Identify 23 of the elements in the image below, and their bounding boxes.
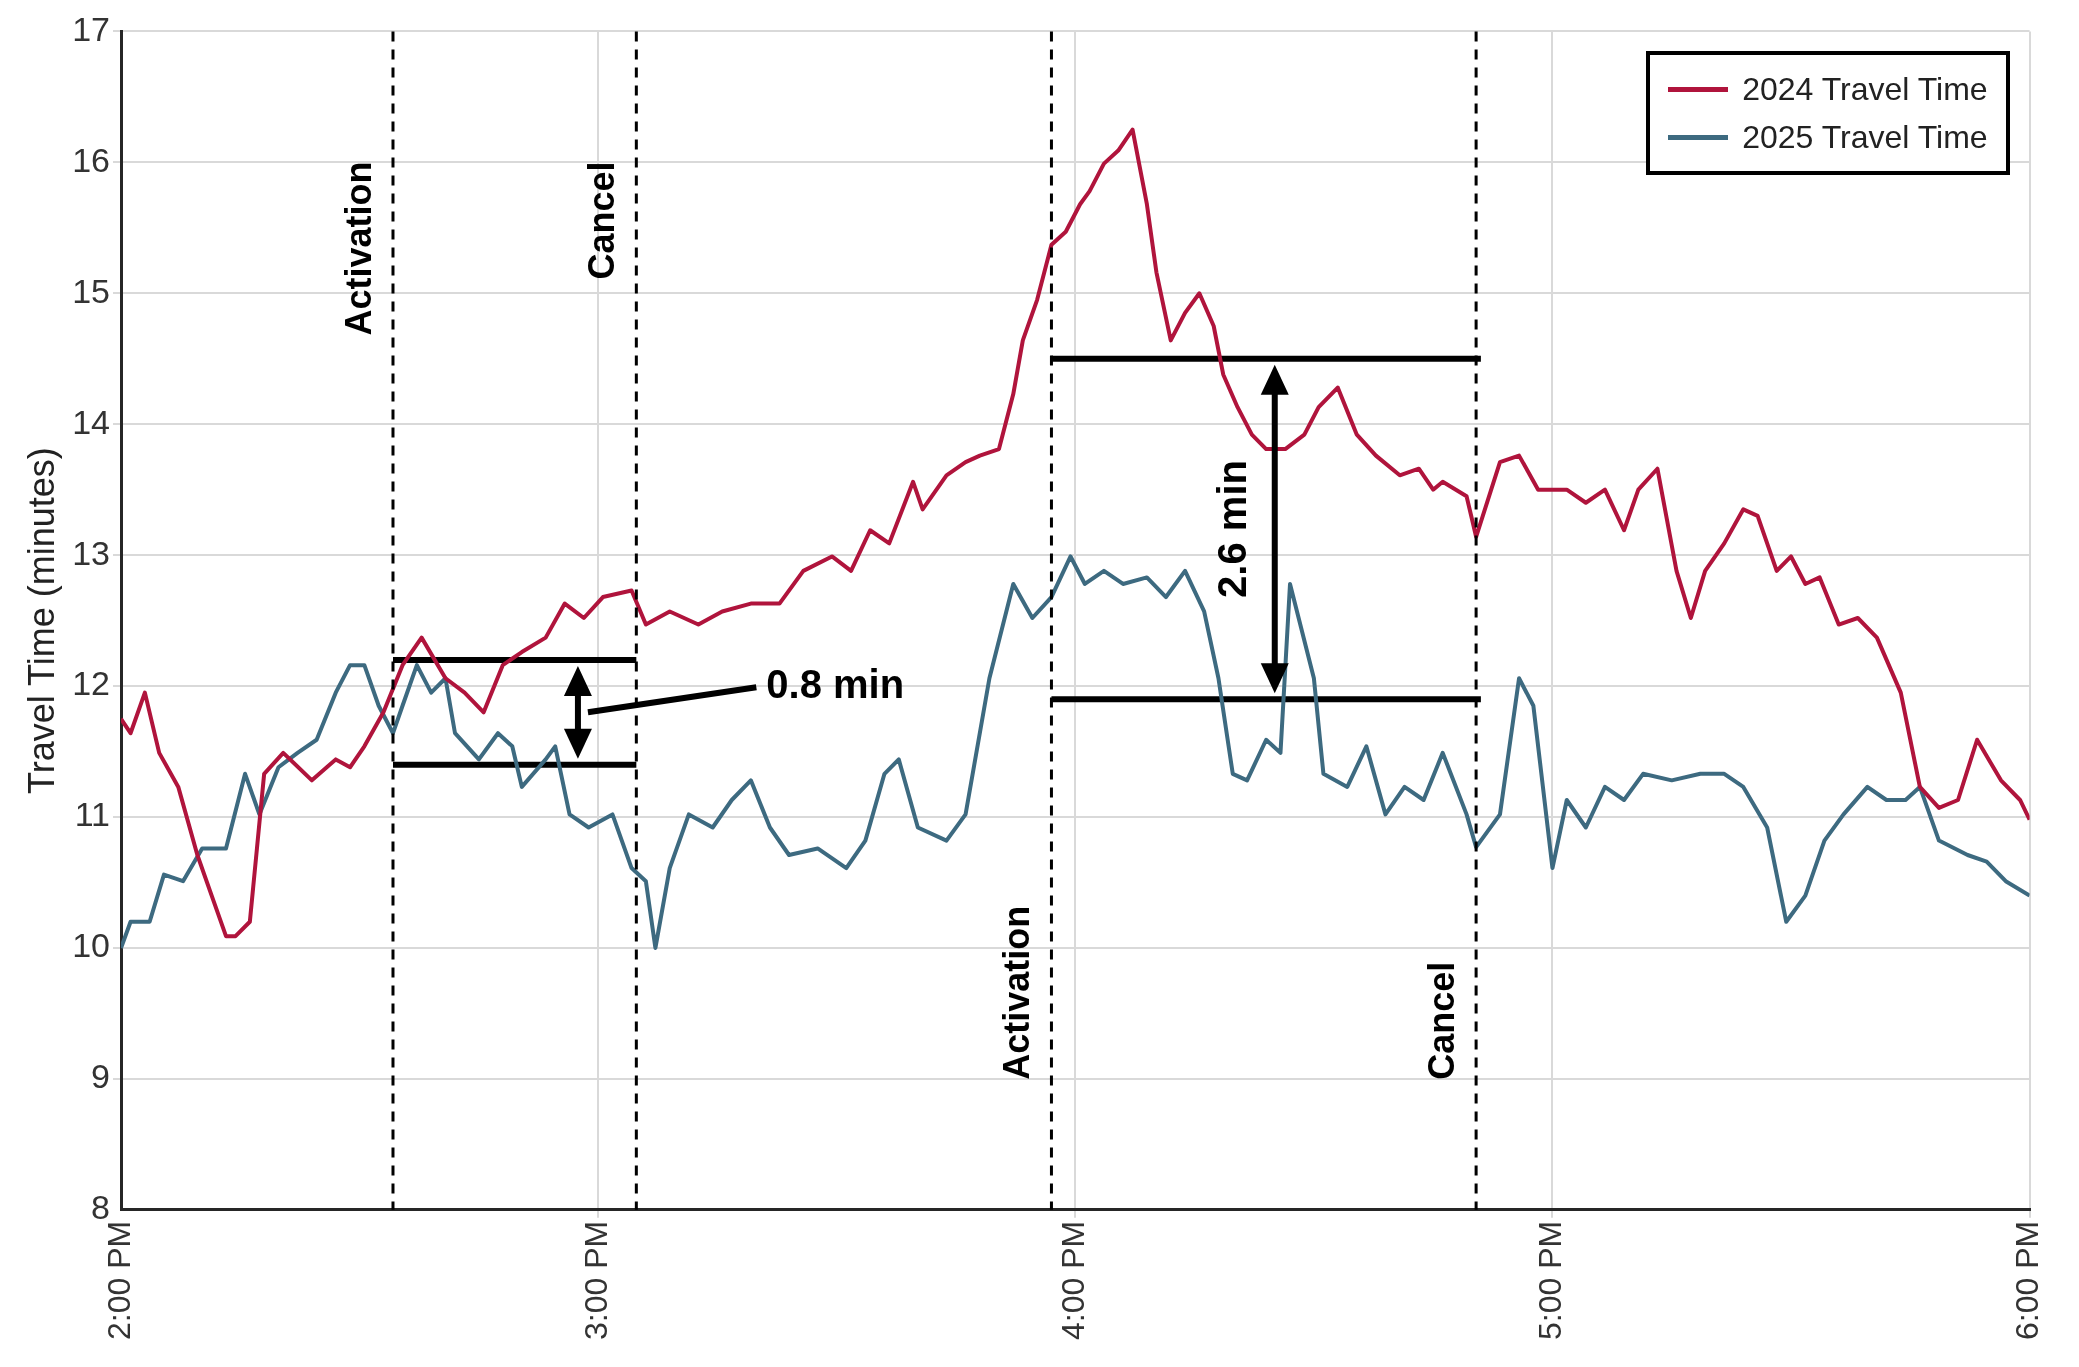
y-tick-label: 9 — [91, 1057, 111, 1096]
y-tick-label: 10 — [72, 926, 111, 965]
x-tick-label: 3:00 PM — [577, 1220, 614, 1340]
y-tick-label: 11 — [74, 795, 111, 834]
y-axis-title: Travel Time (minutes) — [20, 447, 62, 794]
y-tick-label: 17 — [72, 9, 111, 48]
annotation: 2.6 min — [1209, 460, 1254, 598]
legend-label: 2025 Travel Time — [1742, 118, 1988, 158]
ref-line-label: Activation — [996, 905, 1038, 1080]
ref-line-label: Cancel — [581, 161, 623, 280]
ref-line-label: Activation — [337, 161, 379, 336]
legend-label: 2024 Travel Time — [1742, 70, 1988, 110]
annotation: 0.8 min — [766, 662, 905, 707]
y-tick-label: 16 — [72, 140, 111, 179]
x-tick-label: 4:00 PM — [1055, 1220, 1092, 1340]
x-tick-label: 2:00 PM — [100, 1220, 137, 1340]
ref-line-label: Cancel — [1421, 961, 1463, 1080]
x-tick-label: 6:00 PM — [2009, 1220, 2046, 1340]
y-tick-label: 15 — [72, 271, 111, 310]
x-tick-label: 5:00 PM — [1532, 1220, 1569, 1340]
y-tick-label: 13 — [72, 533, 111, 572]
y-tick-label: 14 — [72, 402, 111, 441]
y-tick-label: 12 — [72, 664, 111, 703]
